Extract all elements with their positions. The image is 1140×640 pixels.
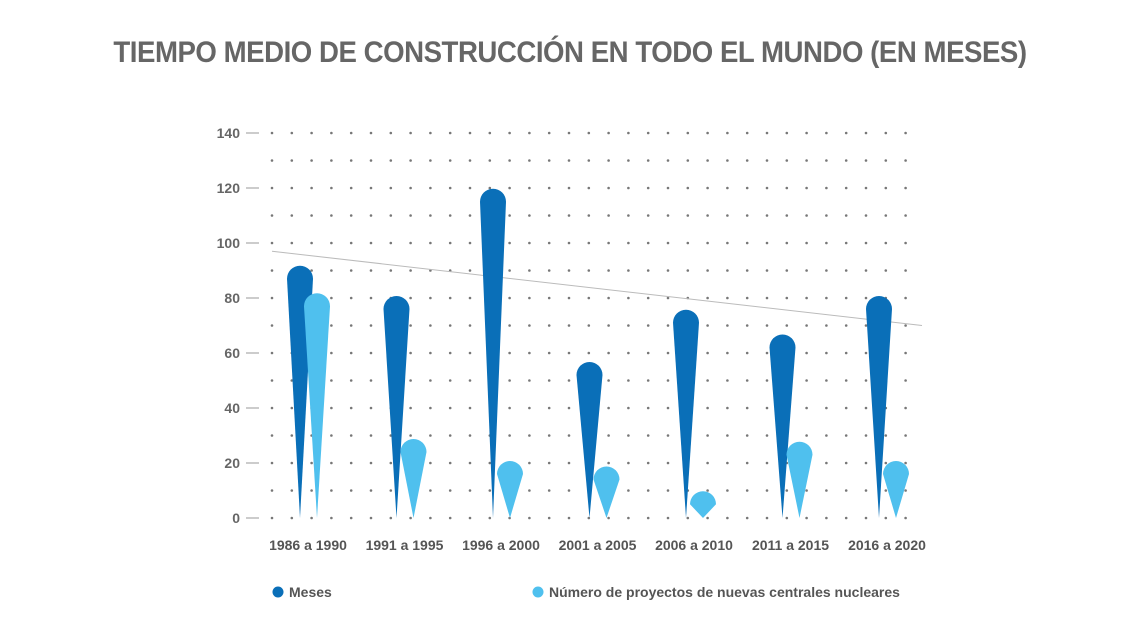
legend-label: Número de proyectos de nuevas centrales … <box>549 584 900 600</box>
y-axis: 0 20 40 60 80 100 120 140 <box>217 125 259 526</box>
trend-line <box>271 250 923 326</box>
bar-proyectos <box>400 439 427 518</box>
x-tick-label: 1986 a 1990 <box>269 537 347 553</box>
legend: Meses Número de proyectos de nuevas centr… <box>272 584 900 600</box>
x-tick-label: 2016 a 2020 <box>848 537 926 553</box>
grid-layer <box>270 131 924 520</box>
x-tick-label: 1991 a 1995 <box>366 537 444 553</box>
bar-proyectos <box>690 491 716 518</box>
legend-swatch <box>272 586 284 598</box>
bar-meses <box>480 188 506 519</box>
y-tick-label: 100 <box>217 235 241 251</box>
bar-proyectos <box>497 461 523 518</box>
bar-proyectos <box>304 293 330 518</box>
trend-layer <box>271 250 923 326</box>
x-tick-label: 1996 a 2000 <box>462 537 540 553</box>
y-tick-label: 140 <box>217 125 241 141</box>
bar-meses <box>576 362 603 518</box>
chart-title: TIEMPO MEDIO DE CONSTRUCCIÓN EN TODO EL … <box>113 36 1027 69</box>
bar-meses <box>769 334 796 518</box>
bar-meses <box>673 309 700 518</box>
y-tick-label: 0 <box>232 510 240 526</box>
legend-swatch <box>532 586 544 598</box>
bar-proyectos <box>786 441 813 518</box>
y-tick-label: 120 <box>217 180 241 196</box>
x-tick-label: 2001 a 2005 <box>559 537 637 553</box>
x-tick-label: 2011 a 2015 <box>752 537 829 553</box>
bar-proyectos <box>883 461 909 518</box>
bar-meses <box>866 296 892 518</box>
bar-proyectos <box>593 466 620 518</box>
y-tick-label: 40 <box>224 400 240 416</box>
bars-layer <box>287 188 909 519</box>
x-axis: 1986 a 1990 1991 a 1995 1996 a 2000 2001 a … <box>269 537 926 553</box>
bar-meses <box>383 296 410 518</box>
y-tick-label: 80 <box>224 290 240 306</box>
y-tick-label: 20 <box>224 455 240 471</box>
x-tick-label: 2006 a 2010 <box>655 537 733 553</box>
y-tick-label: 60 <box>224 345 240 361</box>
legend-label: Meses <box>289 584 332 600</box>
